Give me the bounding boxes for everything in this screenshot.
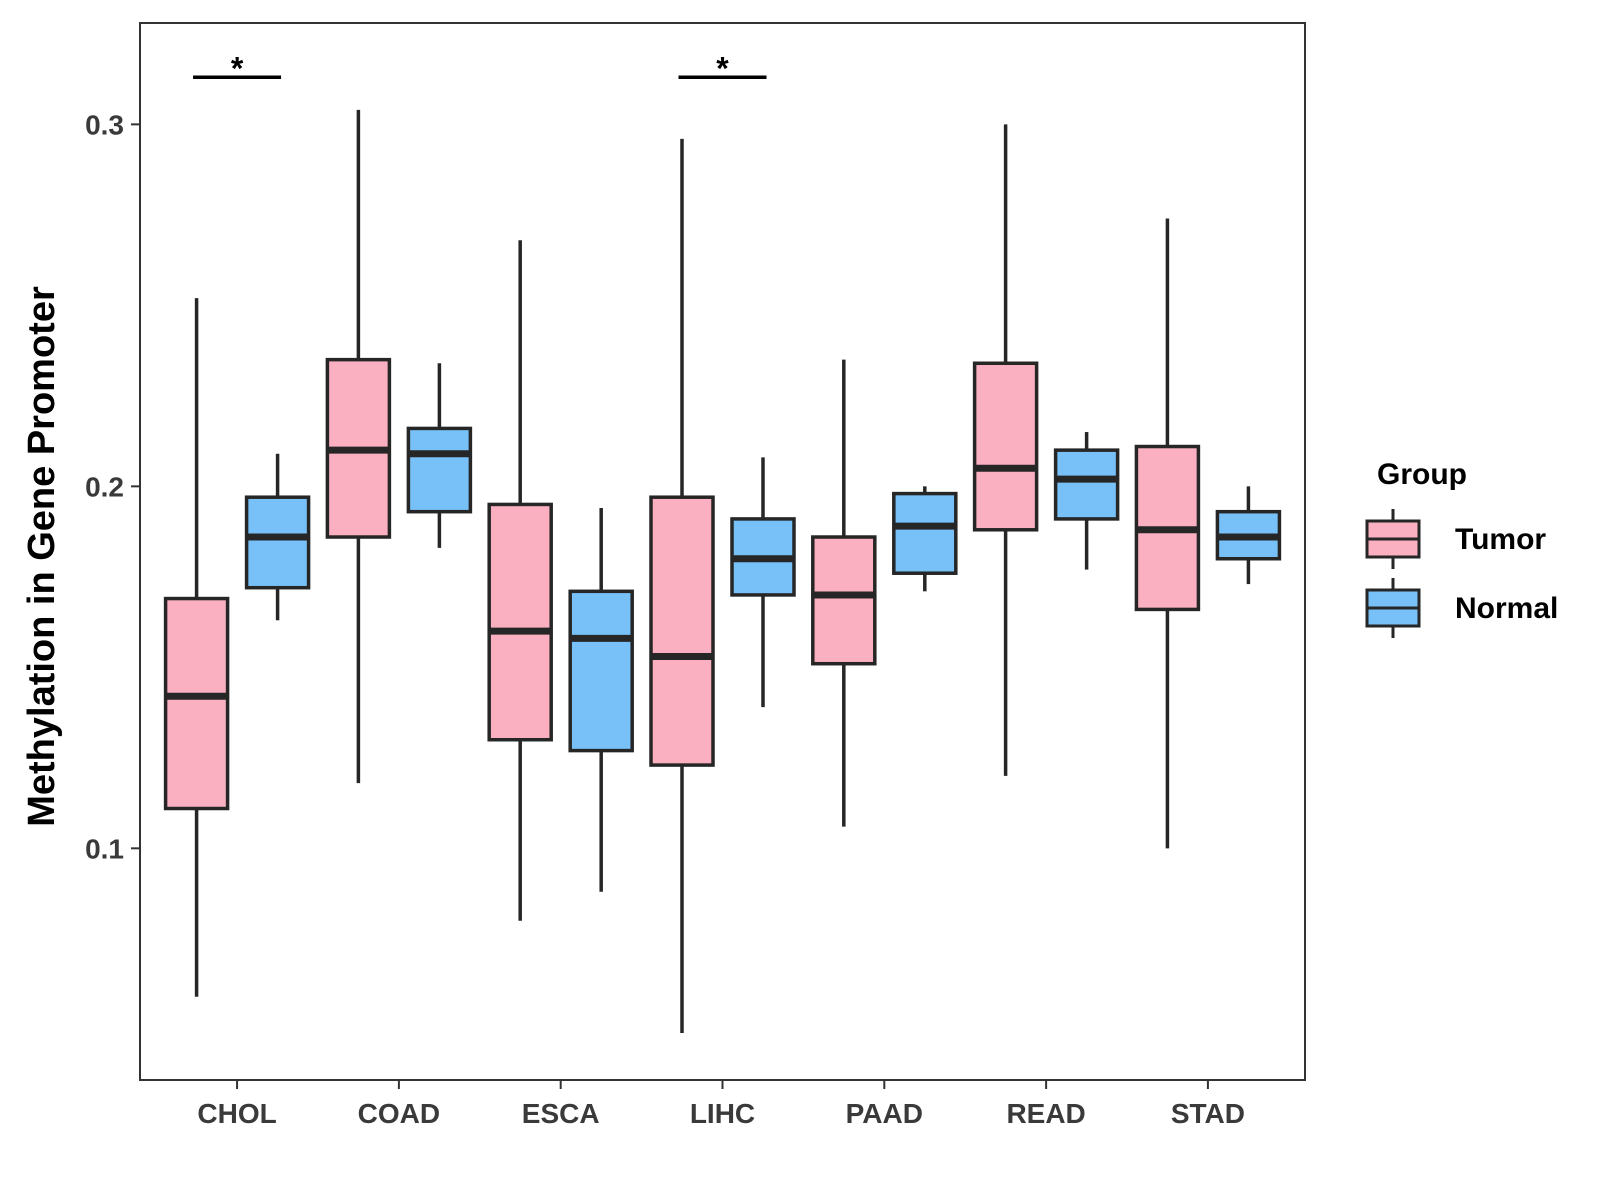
legend: Group Tumor Normal xyxy=(1365,458,1558,638)
x-tick-label: STAD xyxy=(1171,1098,1245,1129)
box-tumor-read xyxy=(972,124,1039,776)
legend-key-tumor xyxy=(1365,509,1421,569)
box-iqr xyxy=(811,535,877,666)
y-tick-label: 0.2 xyxy=(85,471,124,502)
box-tumor-coad xyxy=(325,109,392,784)
plot-panel-border xyxy=(139,22,1306,1081)
box-tumor-chol xyxy=(163,298,230,997)
significance-star: * xyxy=(716,50,729,86)
box-normal-stad xyxy=(1215,486,1282,585)
x-tick-label: PAAD xyxy=(846,1098,923,1129)
significance-star: * xyxy=(231,50,244,86)
box-iqr xyxy=(972,361,1039,532)
box-tumor-paad xyxy=(811,359,877,827)
x-tick-label: ESCA xyxy=(522,1098,600,1129)
x-tick-label: LIHC xyxy=(690,1098,755,1129)
box-tumor-lihc xyxy=(649,138,715,1033)
box-tumor-stad xyxy=(1134,218,1201,849)
y-tick-label: 0.1 xyxy=(85,833,124,864)
box-iqr xyxy=(163,596,230,811)
x-tick-label: COAD xyxy=(358,1098,440,1129)
legend-title: Group xyxy=(1377,458,1467,491)
box-normal-read xyxy=(1053,432,1120,570)
box-normal-chol xyxy=(244,453,311,621)
y-axis-title: Methylation in Gene Promoter xyxy=(21,286,63,827)
x-tick-label: CHOL xyxy=(197,1098,276,1129)
y-tick-label: 0.3 xyxy=(85,109,124,140)
box-iqr xyxy=(649,495,715,767)
significance-annotations: * * xyxy=(193,50,767,86)
box-iqr xyxy=(892,491,958,575)
legend-label-normal: Normal xyxy=(1455,592,1558,625)
boxes xyxy=(163,109,1282,1033)
box-normal-paad xyxy=(892,486,958,592)
box-iqr xyxy=(487,502,553,742)
box-iqr xyxy=(244,495,311,590)
axes: 0.1 0.2 0.3 CHOL COAD ESCA LIHC PAAD READ STAD Met… xyxy=(21,22,1306,1129)
legend-label-tumor: Tumor xyxy=(1455,523,1546,556)
box-tumor-esca xyxy=(487,240,553,921)
legend-key-normal xyxy=(1365,578,1421,638)
box-iqr xyxy=(406,426,473,514)
box-iqr xyxy=(1053,448,1120,521)
box-normal-coad xyxy=(406,363,473,548)
box-normal-lihc xyxy=(730,457,796,708)
box-iqr xyxy=(568,589,634,753)
box-normal-esca xyxy=(568,508,634,892)
x-tick-label: READ xyxy=(1006,1098,1085,1129)
